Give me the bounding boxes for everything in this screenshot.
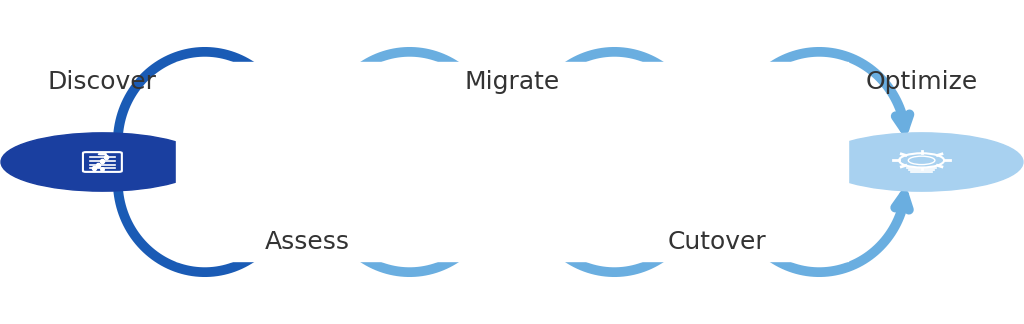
Text: Optimize: Optimize: [865, 70, 978, 94]
Ellipse shape: [820, 133, 1023, 191]
Text: Assess: Assess: [264, 230, 350, 254]
FancyBboxPatch shape: [176, 62, 848, 261]
Ellipse shape: [206, 133, 409, 191]
Text: Migrate: Migrate: [464, 70, 560, 94]
Text: Discover: Discover: [48, 70, 157, 94]
Circle shape: [481, 155, 512, 164]
Text: Cutover: Cutover: [668, 230, 766, 254]
Ellipse shape: [98, 154, 106, 155]
Circle shape: [512, 155, 543, 164]
Ellipse shape: [615, 133, 818, 191]
Ellipse shape: [1, 133, 204, 191]
Circle shape: [492, 150, 532, 163]
Ellipse shape: [411, 133, 613, 191]
